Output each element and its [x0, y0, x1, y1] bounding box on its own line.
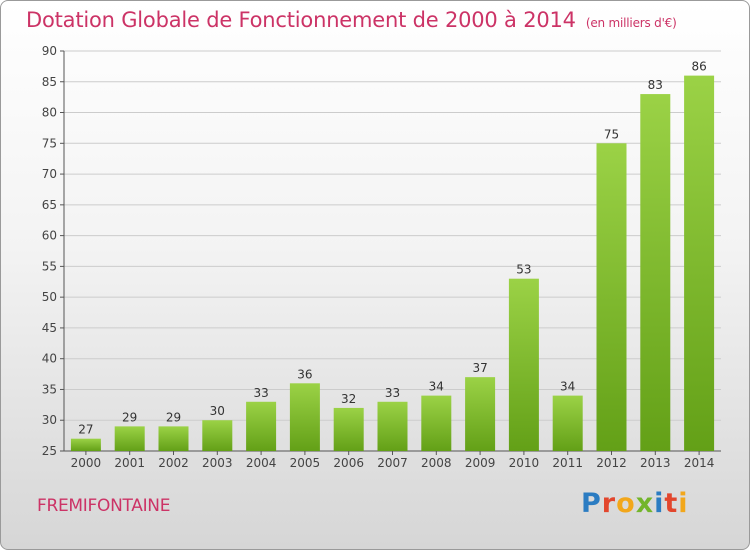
chart-title: Dotation Globale de Fonctionnement de 20… — [26, 8, 677, 32]
y-tick-label: 40 — [42, 352, 57, 366]
y-tick-label: 65 — [42, 198, 57, 212]
bar — [114, 426, 145, 451]
commune-name: FREMIFONTAINE — [37, 496, 171, 516]
x-tick-label: 2006 — [333, 456, 364, 470]
bar — [158, 426, 189, 451]
x-tick-label: 2002 — [158, 456, 189, 470]
y-tick-label: 55 — [42, 259, 57, 273]
x-tick-label: 2004 — [246, 456, 277, 470]
data-label: 83 — [648, 78, 663, 92]
x-tick-label: 2007 — [377, 456, 408, 470]
y-tick-label: 50 — [42, 290, 57, 304]
data-label: 27 — [78, 423, 93, 437]
data-label: 29 — [122, 410, 137, 424]
data-label: 37 — [472, 361, 487, 375]
x-tick-label: 2012 — [596, 456, 627, 470]
x-tick-label: 2014 — [684, 456, 715, 470]
bar — [421, 395, 452, 451]
x-tick-label: 2005 — [290, 456, 321, 470]
y-tick-label: 45 — [42, 321, 57, 335]
data-label: 36 — [297, 367, 312, 381]
x-tick-label: 2003 — [202, 456, 233, 470]
x-tick-label: 2013 — [640, 456, 671, 470]
x-tick-label: 2009 — [465, 456, 496, 470]
y-tick-label: 90 — [42, 44, 57, 58]
bar — [202, 420, 233, 451]
data-labels: 27 29 29 30 33 36 32 33 34 37 53 34 75 83 86 — [78, 60, 706, 437]
bar — [508, 278, 539, 451]
title-text: Dotation Globale de Fonctionnement de 20… — [26, 8, 576, 32]
y-tick-label: 60 — [42, 229, 57, 243]
x-tick-label: 2011 — [552, 456, 583, 470]
bar — [377, 401, 408, 451]
bar — [289, 383, 320, 451]
data-label: 86 — [691, 60, 706, 74]
bars — [70, 75, 715, 452]
x-tick-label: 2010 — [509, 456, 540, 470]
data-label: 33 — [385, 386, 400, 400]
x-tick-label: 2008 — [421, 456, 452, 470]
data-label: 29 — [166, 410, 181, 424]
y-tick-label: 85 — [42, 75, 57, 89]
data-label: 53 — [516, 263, 531, 277]
bar — [70, 438, 101, 451]
data-label: 34 — [560, 380, 575, 394]
subtitle-text: (en milliers d'€) — [585, 16, 677, 30]
bar — [552, 395, 583, 451]
y-tick-label: 25 — [42, 444, 57, 458]
bar — [596, 143, 627, 452]
data-label: 30 — [210, 404, 225, 418]
y-tick-label: 75 — [42, 136, 57, 150]
data-label: 34 — [429, 380, 444, 394]
axes: 25 30 35 40 45 50 55 60 65 70 75 80 85 90 2000 2001 2002… — [42, 44, 721, 470]
y-tick-label: 35 — [42, 382, 57, 396]
y-tick-label: 70 — [42, 167, 57, 181]
bar — [684, 75, 715, 451]
proxiti-logo: Proxiti — [581, 488, 689, 519]
x-tick-label: 2000 — [71, 456, 102, 470]
bar — [640, 94, 671, 452]
x-tick-label: 2001 — [114, 456, 145, 470]
data-label: 33 — [253, 386, 268, 400]
y-tick-label: 80 — [42, 106, 57, 120]
bar — [333, 407, 364, 451]
bar — [246, 401, 277, 451]
data-label: 75 — [604, 127, 619, 141]
data-label: 32 — [341, 392, 356, 406]
bar — [465, 377, 496, 451]
y-tick-label: 30 — [42, 413, 57, 427]
